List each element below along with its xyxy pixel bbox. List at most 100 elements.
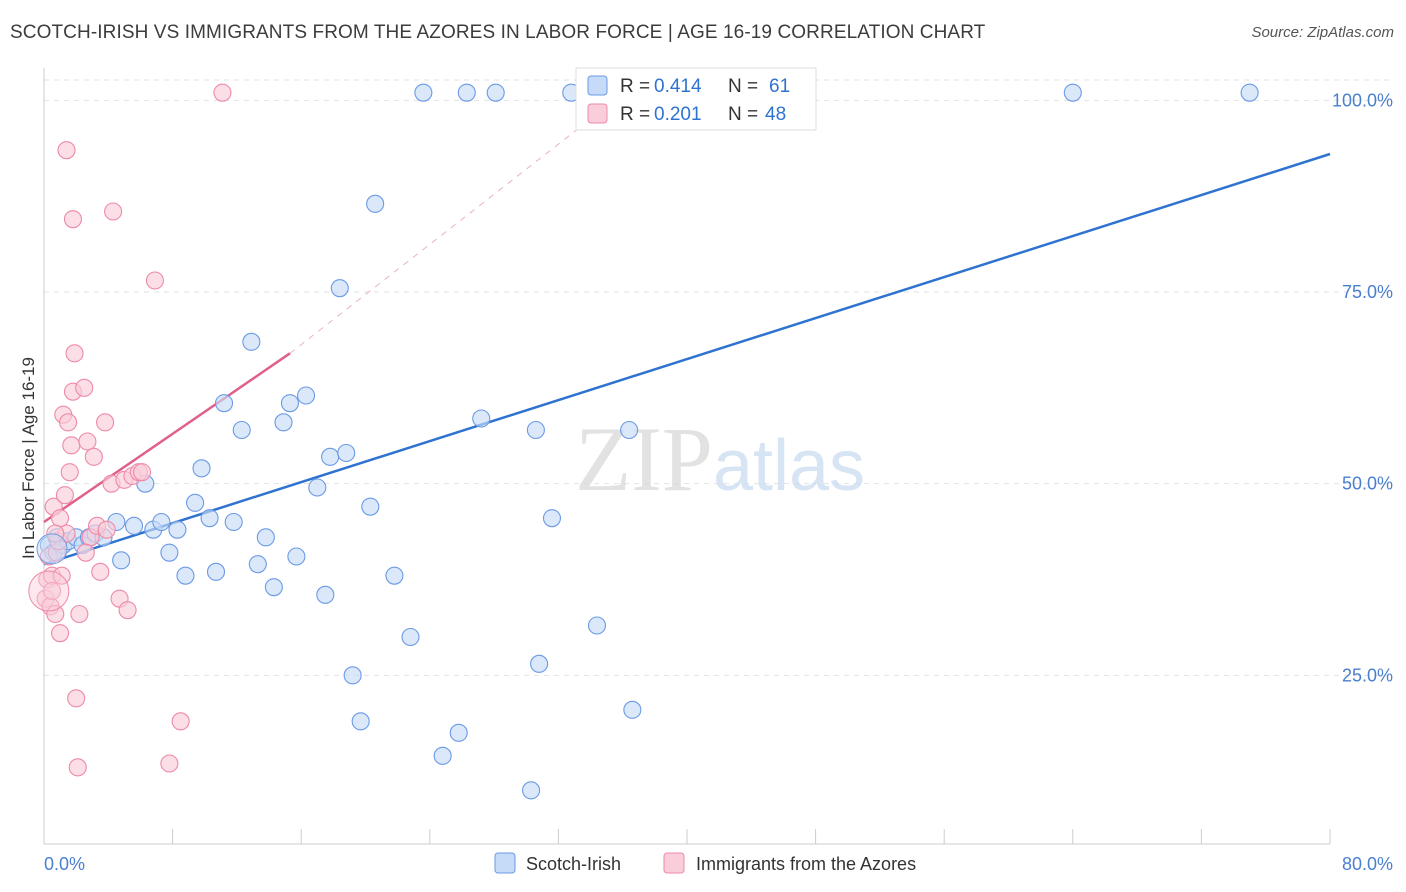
point-scotch-irish (385, 566, 404, 585)
stats-n-value-2: 48 (765, 104, 786, 125)
point-scotch-irish (232, 420, 251, 440)
stats-n-label-1: N = (728, 76, 758, 97)
y-tick-labels: 25.0% 50.0% 75.0% 100.0% (1332, 90, 1393, 685)
point-scotch-irish (1240, 83, 1259, 102)
watermark-atlas: atlas (713, 426, 865, 506)
point-scotch-irish (242, 332, 261, 351)
point-scotch-irish (214, 394, 234, 413)
point-azores (70, 604, 89, 624)
point-scotch-irish (112, 551, 131, 570)
point-scotch-irish (280, 394, 299, 413)
point-scotch-irish (351, 712, 370, 731)
point-scotch-irish (176, 566, 195, 585)
point-azores (65, 344, 84, 363)
y-tick-label: 50.0% (1342, 474, 1393, 494)
stats-legend-box (575, 67, 817, 131)
trend-lines (43, 99, 1331, 566)
point-scotch-irish (449, 723, 468, 742)
point-scotch-irish (264, 578, 283, 597)
stats-r-value-2: 0.201 (654, 104, 702, 125)
point-scotch-irish (168, 520, 187, 539)
point-azores (51, 624, 70, 643)
point-azores (68, 758, 87, 777)
point-scotch-irish (401, 627, 420, 647)
point-scotch-irish (1063, 83, 1082, 102)
y-tick-label: 75.0% (1342, 282, 1393, 302)
point-scotch-irish (337, 443, 356, 463)
axes (43, 68, 1331, 845)
point-scotch-irish (472, 409, 491, 428)
point-azores (76, 543, 95, 562)
point-scotch-irish (623, 700, 642, 719)
point-azores (171, 712, 190, 731)
point-azores (118, 601, 137, 620)
y-axis-label: In Labor Force | Age 16-19 (19, 357, 38, 559)
point-scotch-irish (287, 547, 306, 566)
point-azores (133, 463, 152, 482)
point-scotch-irish (206, 562, 226, 581)
x-tick-label-max: 80.0% (1342, 854, 1393, 874)
trend-line-extension-1 (289, 99, 615, 354)
point-scotch-irish (308, 478, 327, 497)
point-scotch-irish (457, 83, 476, 102)
point-scotch-irish (224, 512, 243, 532)
point-scotch-irish (316, 585, 335, 604)
point-azores (62, 436, 81, 455)
point-scotch-irish (256, 528, 275, 547)
point-azores (145, 271, 164, 290)
point-scotch-irish (486, 83, 505, 102)
point-scotch-irish (530, 654, 549, 673)
stats-r-label-2: R = (620, 104, 650, 125)
point-azores (75, 378, 94, 397)
legend-label-azores: Immigrants from the Azores (696, 854, 916, 874)
point-cluster-scotch-irish (36, 533, 68, 565)
data-points (28, 83, 1259, 800)
point-azores (57, 141, 76, 160)
legend-label-scotch-irish: Scotch-Irish (526, 854, 621, 874)
point-azores (51, 509, 70, 528)
trend-line-1 (43, 352, 291, 524)
point-azores (91, 562, 110, 581)
point-scotch-irish (414, 83, 433, 102)
point-azores (213, 83, 232, 102)
watermark-zip: ZIP (575, 408, 713, 510)
point-scotch-irish (186, 493, 205, 512)
point-scotch-irish (192, 459, 211, 478)
point-azores (97, 520, 116, 539)
point-scotch-irish (160, 543, 179, 562)
point-scotch-irish (620, 420, 639, 440)
stats-r-label-1: R = (620, 76, 650, 97)
x-tick-label-min: 0.0% (44, 854, 85, 874)
point-scotch-irish (366, 194, 385, 213)
point-scotch-irish (522, 781, 541, 800)
point-scotch-irish (526, 420, 545, 440)
point-scotch-irish (587, 616, 607, 635)
point-azores (67, 689, 86, 708)
stats-r-value-1: 0.414 (654, 76, 702, 97)
point-azores (42, 581, 62, 601)
stats-swatch-scotch-irish (587, 75, 608, 96)
watermark: ZIPatlas (575, 408, 865, 510)
point-azores (46, 604, 65, 624)
stats-legend: R = 0.414 N = 61 R = 0.201 N = 48 (575, 67, 817, 131)
point-scotch-irish (321, 447, 340, 466)
point-azores (59, 413, 78, 432)
y-tick-label: 100.0% (1332, 90, 1393, 110)
point-cluster-azores (28, 570, 70, 612)
point-azores (84, 447, 103, 466)
trend-line-0 (43, 152, 1331, 566)
point-azores (60, 463, 79, 482)
point-scotch-irish (274, 413, 293, 432)
point-scotch-irish (200, 509, 219, 528)
legend-swatch-scotch-irish (494, 852, 516, 874)
point-azores (63, 210, 82, 229)
point-azores (104, 202, 123, 221)
point-scotch-irish (361, 497, 380, 516)
point-scotch-irish (296, 386, 316, 405)
point-azores (78, 432, 97, 451)
point-azores (55, 486, 74, 505)
y-tick-label: 25.0% (1342, 665, 1393, 685)
chart-title: SCOTCH-IRISH VS IMMIGRANTS FROM THE AZOR… (10, 22, 986, 43)
point-scotch-irish (124, 516, 144, 535)
